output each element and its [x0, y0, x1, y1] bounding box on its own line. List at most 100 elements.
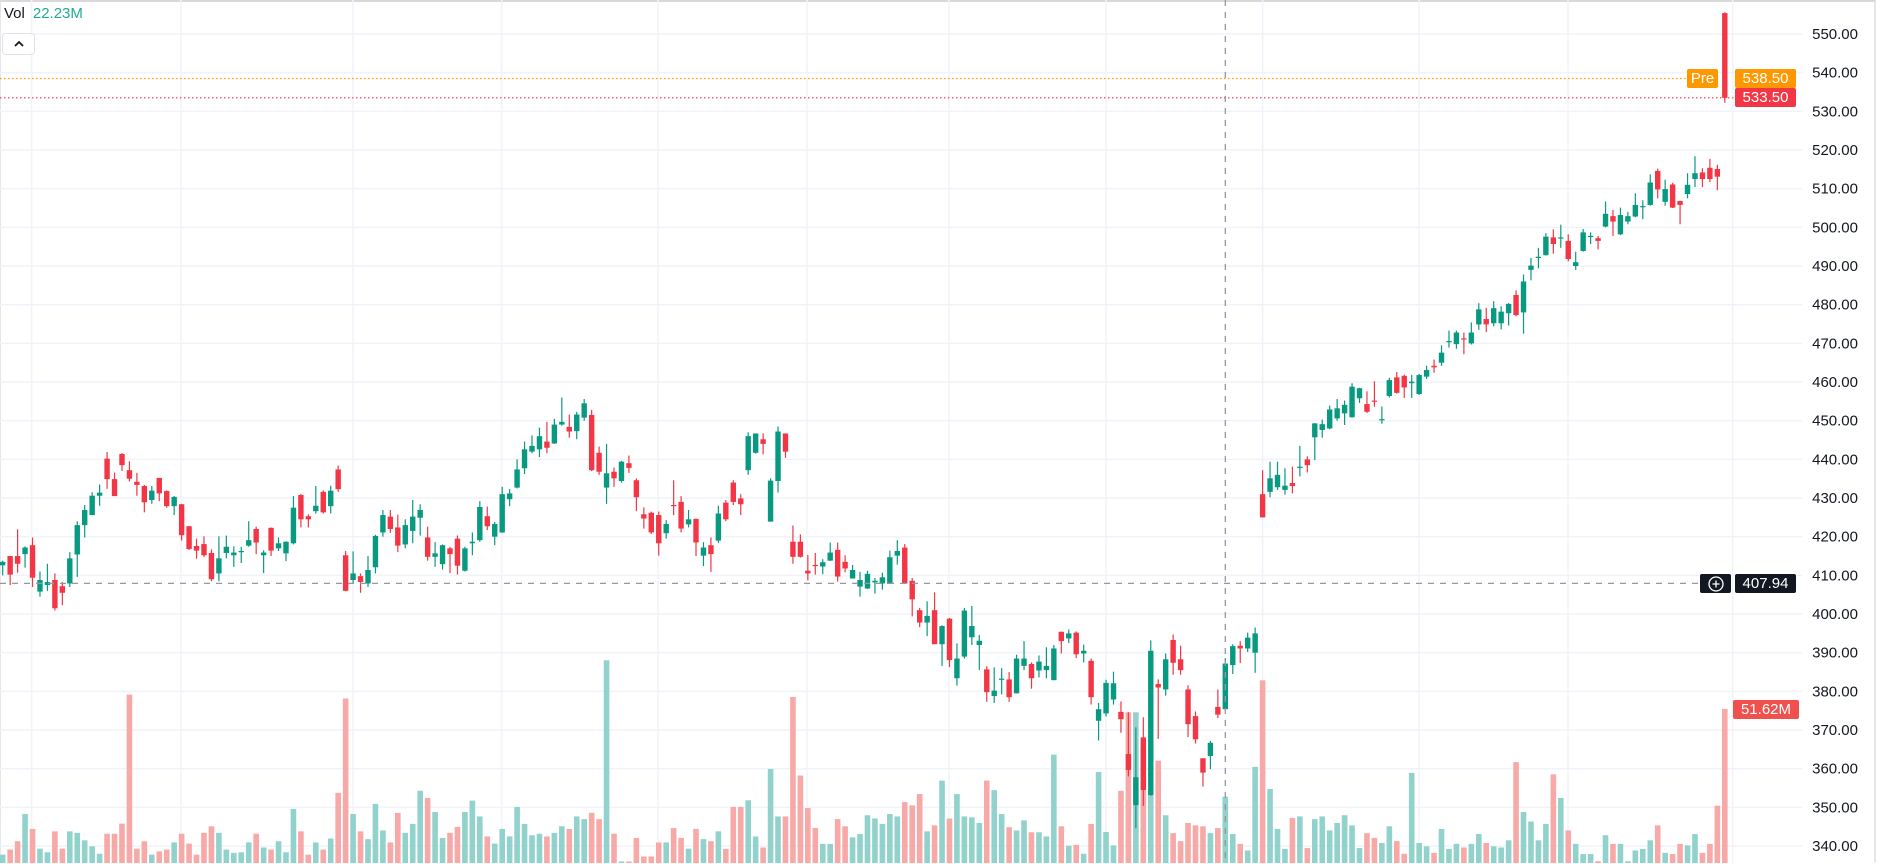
candle [946, 617, 953, 668]
volume-bar [1513, 762, 1519, 863]
volume-legend: Vol 22.23M [4, 5, 83, 22]
candle [618, 460, 625, 483]
candle-body [767, 480, 774, 522]
candle [1334, 399, 1340, 421]
candle [1058, 631, 1065, 654]
candle [506, 489, 513, 507]
volume-bar [1326, 830, 1333, 863]
candle-body [1550, 237, 1557, 244]
volume-bar [1237, 843, 1244, 863]
volume-bar [1498, 847, 1504, 863]
candle-body [693, 518, 699, 543]
volume-bar [1021, 820, 1027, 863]
volume-bar [1595, 861, 1601, 863]
candle [462, 546, 468, 572]
volume-bar [976, 823, 983, 863]
volume-bar [1118, 790, 1124, 863]
volume-bar [1379, 843, 1385, 863]
volume-bar [178, 833, 185, 863]
candle-body [1364, 404, 1370, 412]
candle [648, 511, 654, 535]
candle [1640, 200, 1646, 220]
volume-bar [1289, 817, 1296, 863]
candle-body [1192, 716, 1199, 740]
volume-bar [1699, 852, 1706, 863]
volume-bar [1654, 825, 1661, 863]
volume-bar [424, 797, 431, 863]
candle [1349, 383, 1355, 418]
candle [1080, 644, 1087, 663]
candle-body [74, 525, 80, 555]
candle-body [1587, 235, 1594, 238]
candle-body [946, 618, 953, 661]
candle-body [186, 526, 192, 550]
volume-bar [1617, 843, 1624, 863]
volume-bar [1371, 837, 1378, 863]
price-tick-label: 490.00 [1812, 258, 1858, 275]
candle-body [954, 658, 960, 679]
candle-body [1625, 216, 1631, 222]
candle [588, 409, 595, 471]
volume-bar [1438, 828, 1445, 863]
volume-bar [365, 839, 371, 863]
candle-body [253, 528, 259, 543]
candle [350, 551, 356, 584]
add-alert-button[interactable] [1700, 574, 1731, 593]
volume-bar [313, 842, 319, 863]
collapse-legend-button[interactable] [2, 33, 35, 55]
price-tick-label: 350.00 [1812, 799, 1858, 816]
candle-body [1714, 168, 1721, 177]
candle-body [1080, 650, 1087, 654]
volume-bar [477, 816, 483, 863]
volume-bar [998, 814, 1005, 863]
candle-body [849, 569, 856, 579]
candle-body [1170, 639, 1176, 663]
candle [641, 507, 647, 529]
volume-bar [1475, 834, 1482, 863]
candle-body [365, 569, 371, 584]
candle [126, 461, 133, 482]
volume-bar [1528, 821, 1534, 863]
volume-bar [1088, 823, 1094, 863]
candle [410, 499, 416, 544]
candle-body [1423, 370, 1430, 377]
volume-bar [1051, 754, 1057, 863]
candle-body [969, 626, 975, 638]
volume-bar [268, 849, 274, 863]
volume-bar [1282, 848, 1288, 863]
candle [1565, 234, 1571, 262]
volume-bar [916, 794, 923, 863]
volume-bar [432, 811, 438, 863]
volume-bar [1669, 854, 1676, 863]
candle [1476, 303, 1482, 330]
candle-body [156, 477, 162, 494]
candle [1513, 290, 1519, 317]
candle [879, 572, 886, 590]
candle-body [1446, 341, 1452, 343]
candle [693, 518, 699, 557]
candle [1610, 209, 1616, 236]
volume-bar [1177, 841, 1184, 863]
candle-body [1707, 167, 1713, 180]
volume-bar [1386, 826, 1393, 863]
candle [1103, 679, 1109, 717]
candle [216, 536, 222, 582]
candle-body [1334, 408, 1340, 419]
price-lines [0, 0, 1735, 864]
volume-bar [1192, 825, 1199, 863]
volume-bar [1707, 843, 1713, 863]
volume-bar [37, 848, 43, 863]
candle [969, 605, 975, 645]
candle-body [164, 491, 170, 507]
candle-body [44, 581, 51, 586]
price-axis[interactable]: 550.00 540.00 530.00 520.00 510.00 500.00 490.… [1812, 26, 1858, 855]
candle-body [641, 514, 647, 519]
volume-bar [320, 849, 327, 863]
candle [156, 477, 162, 502]
volume-bar [1625, 861, 1631, 863]
volume-bar [1297, 816, 1303, 863]
candle [700, 542, 707, 567]
candle [745, 432, 751, 475]
